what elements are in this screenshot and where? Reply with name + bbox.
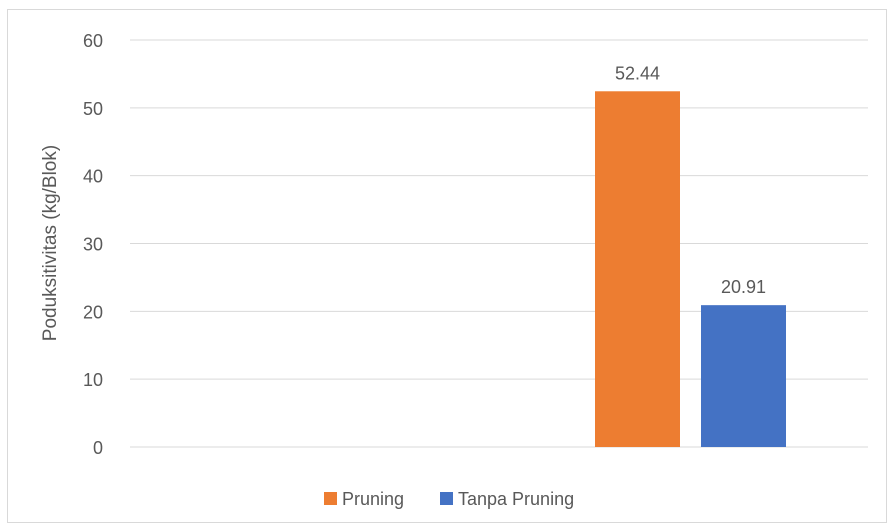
legend-swatch bbox=[440, 492, 453, 505]
legend: Pruning Tanpa Pruning bbox=[324, 489, 574, 509]
y-tick-label: 20 bbox=[83, 302, 103, 322]
bar-tanpa-pruning bbox=[701, 305, 786, 447]
legend-label: Tanpa Pruning bbox=[458, 489, 574, 509]
data-label: 20.91 bbox=[721, 277, 766, 297]
data-labels: 52.44 20.91 bbox=[615, 63, 766, 297]
y-tick-label: 60 bbox=[83, 31, 103, 51]
y-tick-label: 40 bbox=[83, 167, 103, 187]
y-tick-label: 30 bbox=[83, 235, 103, 255]
bar-pruning bbox=[595, 91, 680, 448]
y-tick-label: 0 bbox=[93, 438, 103, 458]
data-label: 52.44 bbox=[615, 63, 660, 83]
y-axis-label: Poduksitivitas (kg/Blok) bbox=[40, 145, 61, 341]
y-tick-label: 10 bbox=[83, 370, 103, 390]
y-axis-ticks: 0 10 20 30 40 50 60 bbox=[83, 31, 103, 458]
legend-label: Pruning bbox=[342, 489, 404, 509]
legend-swatch bbox=[324, 492, 337, 505]
bars bbox=[595, 91, 786, 448]
y-tick-label: 50 bbox=[83, 99, 103, 119]
